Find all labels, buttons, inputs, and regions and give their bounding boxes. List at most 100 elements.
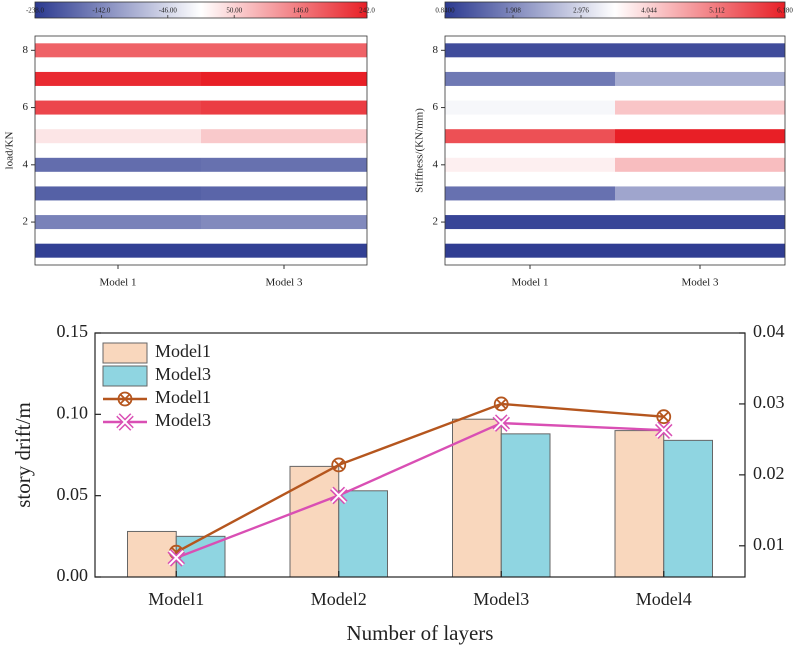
legend-label: Model3 — [155, 410, 211, 430]
marker-cross — [496, 398, 507, 410]
line — [175, 402, 664, 554]
bar — [338, 490, 388, 578]
heatmap-cell — [615, 43, 785, 58]
bar — [289, 465, 340, 578]
bar — [452, 418, 502, 578]
heatmap-cell — [445, 71, 615, 86]
line-marker — [167, 549, 186, 567]
colorbar-tick-label: 6.180 — [777, 7, 793, 15]
heatmap-cell — [445, 157, 615, 172]
heatmap-cell — [35, 71, 201, 86]
marker-cross-inner — [117, 414, 133, 430]
heatmap-cell — [615, 157, 785, 172]
marker-circle — [493, 396, 509, 412]
y2-tick-label: 0.01 — [753, 534, 785, 554]
line-marker — [116, 413, 134, 431]
heatmap-cell — [35, 43, 201, 58]
x-tick-label: Model 1 — [100, 277, 137, 289]
legend-label: Model1 — [155, 341, 211, 361]
heatmap-cell — [35, 100, 201, 115]
line-marker — [331, 457, 347, 473]
plot-frame — [34, 35, 368, 266]
y-tick-label: 2 — [433, 216, 439, 228]
bar — [500, 433, 551, 578]
y-axis-label: load/KN — [4, 132, 16, 170]
line-marker — [654, 421, 673, 439]
heatmap-cell — [615, 186, 785, 201]
heatmap-cell — [445, 100, 615, 115]
y-tick-label: 4 — [433, 158, 439, 170]
colorbar-tick-label: 2.976 — [573, 7, 589, 15]
heatmap-cell — [615, 243, 785, 258]
bar — [614, 430, 665, 578]
line-marker — [493, 396, 509, 412]
legend-label: Model3 — [155, 364, 211, 384]
heatmap-cell — [201, 243, 367, 258]
x-tick-label: Model 1 — [512, 277, 549, 289]
y-tick-label: 0.05 — [57, 484, 89, 504]
line-marker — [329, 486, 348, 505]
y-tick-label: 6 — [23, 101, 29, 113]
colorbar-tick-label: -142.0 — [92, 7, 111, 15]
legend-label: Model1 — [155, 387, 211, 407]
heatmap-cell — [35, 186, 201, 201]
y-tick-label: 8 — [433, 44, 439, 56]
marker-circle — [331, 457, 347, 473]
heatmap-cell — [615, 129, 785, 144]
colorbar-tick-label: 242.0 — [359, 7, 375, 15]
colorbar-tick-label: 146.0 — [293, 7, 309, 15]
heatmap-cell — [35, 129, 201, 144]
colorbar — [444, 1, 786, 19]
heatmap-cell — [201, 129, 367, 144]
y-tick-label: 4 — [23, 158, 29, 170]
heatmap-cell — [35, 243, 201, 258]
y2-tick-label: 0.02 — [753, 463, 785, 483]
y2-tick-label: 0.03 — [753, 392, 785, 412]
marker-cross-inner — [493, 415, 509, 431]
heatmap-cell — [615, 100, 785, 115]
y-tick-label: 0.15 — [57, 321, 89, 341]
marker-circle — [656, 409, 672, 425]
heatmap-cell — [445, 243, 615, 258]
marker-cross-inner — [168, 550, 184, 566]
heatmap-cell — [445, 215, 615, 230]
colorbar-tick-label: 0.8400 — [435, 7, 455, 15]
y-tick-label: 2 — [23, 216, 29, 228]
line-marker — [492, 414, 511, 432]
heatmap-cell — [201, 215, 367, 230]
heatmap-cell — [445, 129, 615, 144]
y-axis-label: story drift/m — [11, 402, 35, 508]
marker-circle — [117, 391, 133, 407]
heatmap-cell — [35, 157, 201, 172]
marker-cross — [119, 393, 131, 405]
heatmap-cell — [201, 43, 367, 58]
heatmap-cell — [201, 186, 367, 201]
bar — [663, 439, 713, 578]
y-tick-label: 8 — [23, 44, 29, 56]
heatmap-cell — [445, 43, 615, 58]
x-tick-label: Model1 — [148, 589, 204, 609]
heatmap-cell — [445, 186, 615, 201]
y-tick-label: 6 — [433, 101, 439, 113]
x-axis-label: Number of layers — [347, 621, 494, 645]
y-axis-label: Stiffness/(KN/mm) — [414, 108, 426, 193]
colorbar — [34, 1, 368, 19]
y-tick-label: 0.00 — [57, 565, 89, 585]
marker-cross-inner — [331, 487, 347, 504]
x-tick-label: Model4 — [636, 589, 692, 609]
line-marker — [117, 391, 133, 407]
heatmap-cell — [615, 71, 785, 86]
heatmap-cell — [201, 100, 367, 115]
colorbar-tick-label: 4.044 — [641, 7, 657, 15]
y-tick-label: 0.10 — [57, 402, 89, 422]
legend-swatch — [102, 342, 148, 364]
x-tick-label: Model2 — [311, 589, 367, 609]
line-marker — [656, 409, 672, 425]
marker-cross — [658, 411, 669, 422]
colorbar-tick-label: 1.908 — [505, 7, 521, 15]
line — [175, 421, 664, 559]
colorbar-tick-label: -46.00 — [159, 7, 178, 15]
y2-tick-label: 0.04 — [753, 321, 785, 341]
